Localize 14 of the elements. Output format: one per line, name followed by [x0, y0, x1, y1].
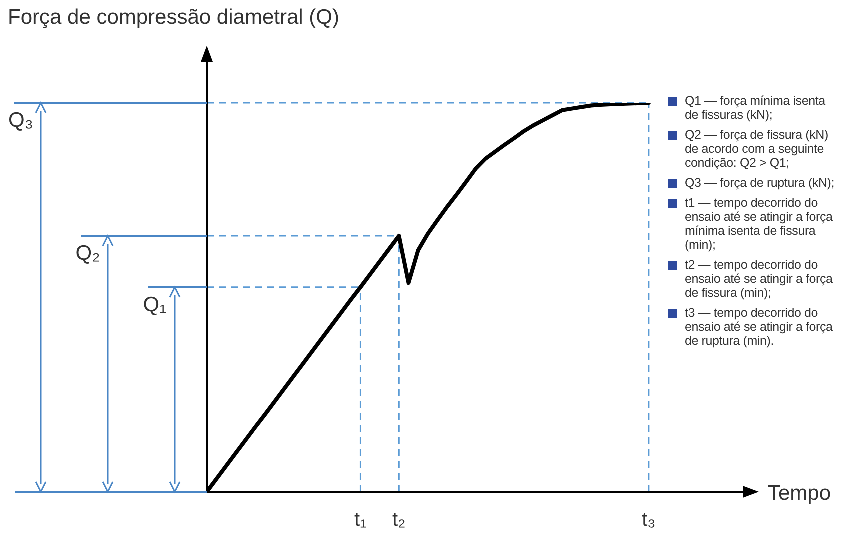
ref-line-label: Q₃: [8, 109, 34, 132]
x-tick-label: t₃: [642, 509, 656, 532]
ref-line-label: Q₁: [143, 293, 167, 316]
x-tick-label: t₁: [354, 509, 368, 532]
annotation: Q3 — força de ruptura (kN);: [685, 176, 835, 190]
annotation: t1 — tempo decorrido do ensaio até se atingir a força mínima isenta de fissura (min);: [685, 196, 834, 252]
annotation: t2 — tempo decorrido do ensaio até se atingir a força de fissura (min);: [685, 258, 834, 300]
ref-line-label: Q₂: [76, 242, 100, 266]
chart-title: Força de compressão diametral (Q): [8, 6, 340, 30]
x-axis-title: Tempo: [768, 482, 832, 506]
annotation: Q1 — força mínima isenta de fissuras (kN);: [685, 94, 827, 122]
annotation: Q2 — força de fissura (kN) de acordo com a seguinte condição: Q2 > Q1;: [685, 128, 830, 170]
annotation: t3 — tempo decorrido do ensaio até se atingir a força de ruptura (min).: [685, 306, 834, 348]
x-tick-label: t₂: [392, 509, 406, 532]
